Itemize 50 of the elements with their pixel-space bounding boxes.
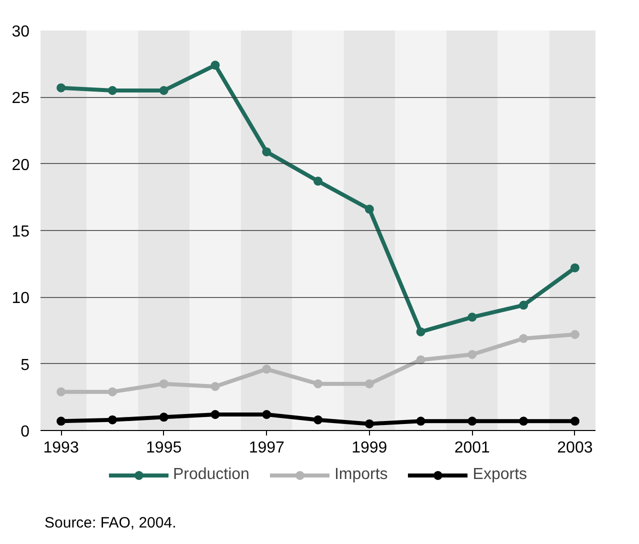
x-tick-label: 1999 xyxy=(352,440,388,456)
point xyxy=(416,355,426,364)
legend-label: Exports xyxy=(472,466,528,484)
point xyxy=(519,334,528,343)
point xyxy=(468,350,477,359)
point xyxy=(56,83,66,92)
point xyxy=(314,415,322,424)
point xyxy=(210,382,220,391)
legend-label: Production xyxy=(172,466,250,484)
point xyxy=(108,86,117,95)
x-tick-label: 2003 xyxy=(557,440,593,456)
point xyxy=(364,379,374,388)
point xyxy=(159,379,168,388)
point xyxy=(108,415,117,424)
y-tick-label: 25 xyxy=(12,90,30,108)
point xyxy=(159,86,168,95)
point xyxy=(364,204,374,214)
y-tick-label: 30 xyxy=(12,24,30,40)
point xyxy=(314,379,322,388)
y-tick-label: 5 xyxy=(20,356,30,374)
point xyxy=(314,176,322,186)
point xyxy=(416,416,426,426)
point xyxy=(416,327,426,336)
source-note: Source: FAO, 2004. xyxy=(44,514,176,532)
point xyxy=(262,147,272,156)
point xyxy=(262,410,272,419)
point xyxy=(210,60,220,70)
y-tick-label: 15 xyxy=(12,224,30,240)
point xyxy=(519,300,528,310)
point xyxy=(570,263,580,272)
x-tick-label: 1993 xyxy=(43,440,79,456)
x-tick-label: 2001 xyxy=(454,440,490,456)
point xyxy=(570,416,580,426)
legend-label: Imports xyxy=(334,466,388,484)
y-tick-label: 20 xyxy=(12,156,30,174)
point xyxy=(262,364,272,374)
x-tick-label: 1997 xyxy=(248,440,285,456)
y-tick-label: 10 xyxy=(12,290,30,308)
point xyxy=(364,419,374,428)
point xyxy=(210,410,220,419)
point xyxy=(159,412,168,422)
point xyxy=(468,416,477,426)
point xyxy=(108,387,117,396)
point xyxy=(519,416,528,426)
point xyxy=(570,330,580,339)
x-tick-label: 1995 xyxy=(146,440,182,456)
point xyxy=(56,387,66,396)
point xyxy=(468,312,477,322)
y-tick-label: 0 xyxy=(20,424,30,440)
point xyxy=(56,416,66,426)
